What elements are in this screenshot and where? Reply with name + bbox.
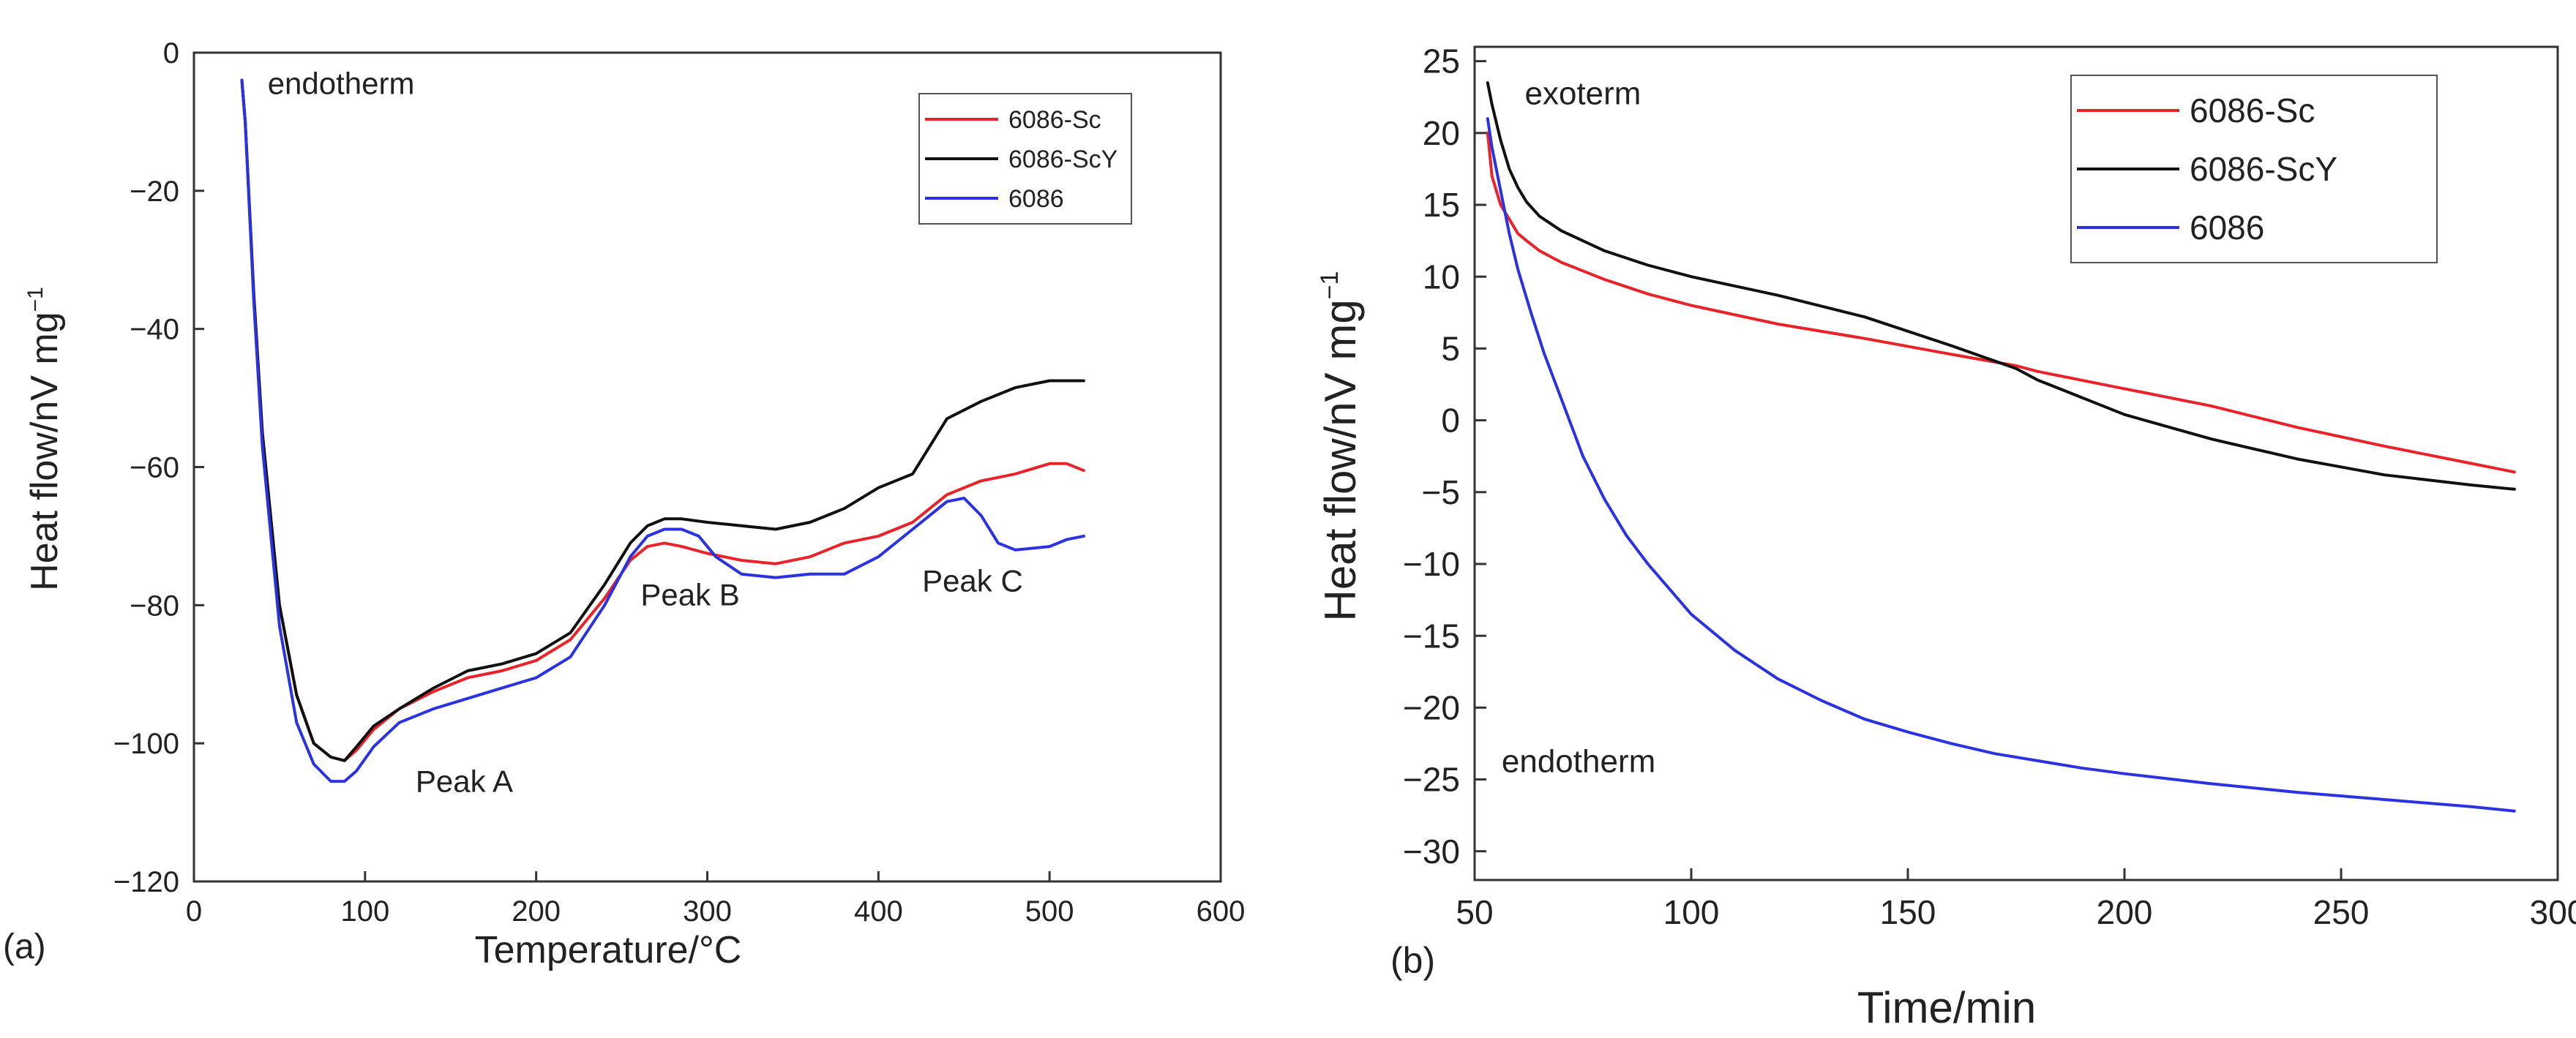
panel-b-y-tick-label: 10 [1423, 257, 1460, 296]
panel-a-x-axis-label: Temperature/°C [475, 929, 742, 971]
panel-a-legend-items: 6086-Sc 6086-ScY 6086 [925, 106, 1117, 213]
panel-b-y-tick-label: −15 [1403, 617, 1460, 655]
panel-b-y-tick-label: 25 [1423, 42, 1460, 80]
panel-b-annotation: endotherm [1502, 744, 1655, 780]
panel-a-legend-label: 6086-ScY [1008, 146, 1117, 173]
panel-a-legend-label: 6086-Sc [1008, 106, 1101, 134]
panel-a-y-tick-label: 0 [163, 37, 179, 69]
panel-b-y-tick-label: −30 [1403, 832, 1460, 870]
panel-b-y-tick-label: 5 [1441, 329, 1460, 367]
panel-a-y-tick-label: −80 [130, 590, 179, 622]
panel-a-series [240, 78, 1085, 783]
panel-b-legend-items: 6086-Sc 6086-ScY 6086 [2077, 91, 2337, 247]
panel-b-series-6086-sc [1486, 131, 2516, 474]
panel-b-y-tick-label: −10 [1403, 545, 1460, 583]
panel-b-y-axis-label-sup: −1 [1316, 271, 1344, 300]
panel-a-y-tick-label: −40 [130, 314, 179, 346]
panel-a-chart: 0 100 200 300 400 500 600 0 −20 −40 −60 −80 −100 −120… [3, 37, 1245, 971]
panel-b-series-6086-scy [1486, 81, 2516, 491]
panel-a-y-tick-label: −20 [130, 176, 179, 208]
panel-a-y-axis-label-sup: −1 [23, 287, 48, 312]
panel-b-plot-frame [1473, 45, 2559, 881]
panel-b-legend: 6086-Sc 6086-ScY 6086 [2070, 75, 2438, 263]
panel-a-x-tick-label: 100 [340, 895, 389, 928]
panel-a-x-tick-label: 500 [1025, 895, 1074, 928]
panel-b-ticks: 501001502002503002520151050−5−10−15−20−2… [1403, 42, 2576, 931]
panel-a-annotation: endotherm [268, 67, 415, 101]
panel-b-x-tick-label: 100 [1663, 893, 1720, 931]
panel-a-legend-label: 6086 [1008, 185, 1064, 213]
panel-b-y-tick-label: −5 [1422, 473, 1460, 511]
panel-a-y-tick-label: −60 [130, 452, 179, 484]
panel-b-panel-label: (b) [1390, 940, 1435, 981]
panel-a-y-tick-label: −120 [113, 866, 179, 898]
panel-a-ticks: 0 100 200 300 400 500 600 0 −20 −40 −60 −80 −100 −120 [113, 37, 1245, 928]
panel-a-x-tick-label: 0 [186, 895, 202, 928]
panel-b-legend-label: 6086-Sc [2190, 91, 2315, 129]
panel-b-chart: 501001502002503002520151050−5−10−15−20−2… [1316, 42, 2576, 1032]
panel-b-x-tick-label: 300 [2530, 893, 2576, 931]
panel-b-series [1486, 81, 2516, 813]
panel-a-y-tick-label: −100 [113, 728, 179, 760]
panel-a-annotations: endotherm Peak A Peak B Peak C [268, 67, 1023, 799]
panel-b-y-tick-label: 15 [1423, 186, 1460, 224]
panel-b-series-6086 [1486, 117, 2516, 813]
panel-a-x-tick-label: 400 [854, 895, 903, 928]
panel-a-legend: 6086-Sc 6086-ScY 6086 [918, 93, 1132, 225]
panel-b-y-tick-label: −20 [1403, 688, 1460, 726]
panel-b-x-tick-label: 200 [2097, 893, 2153, 931]
panel-b-y-axis-label: Heat flow/nV mg−1 [1316, 271, 1365, 622]
panel-b-y-axis-label-main: Heat flow/nV mg [1316, 299, 1365, 621]
panel-b-legend-label: 6086-ScY [2190, 150, 2337, 188]
panel-b-x-tick-label: 50 [1456, 893, 1493, 931]
panel-b-legend-label: 6086 [2190, 208, 2264, 247]
panel-b-annotations: exoterm endotherm [1502, 76, 1655, 780]
panel-a-y-axis-label: Heat flow/nV mg−1 [23, 287, 66, 591]
panel-a-y-axis-label-main: Heat flow/nV mg [23, 312, 66, 591]
panel-a-series-6086 [240, 78, 1085, 783]
panel-b-x-axis-label: Time/min [1857, 983, 2036, 1032]
panel-a-series-6086-scy [240, 78, 1085, 762]
panel-b-y-tick-label: 0 [1441, 402, 1460, 440]
panel-a-plot-frame [192, 51, 1222, 883]
panel-a-annotation: Peak A [416, 764, 513, 798]
panel-b-y-tick-label: −25 [1403, 761, 1460, 799]
panel-b-x-tick-label: 150 [1880, 893, 1936, 931]
panel-b-y-tick-label: 20 [1423, 114, 1460, 152]
panel-a-x-tick-label: 300 [683, 895, 732, 928]
panel-a-panel-label: (a) [3, 928, 46, 966]
panel-b-annotation: exoterm [1525, 76, 1641, 112]
panel-a-annotation: Peak B [640, 577, 739, 612]
panel-a-annotation: Peak C [922, 563, 1023, 598]
panel-b-x-tick-label: 250 [2313, 893, 2370, 931]
panel-a-x-tick-label: 600 [1197, 895, 1246, 928]
panel-a-x-tick-label: 200 [512, 895, 561, 928]
